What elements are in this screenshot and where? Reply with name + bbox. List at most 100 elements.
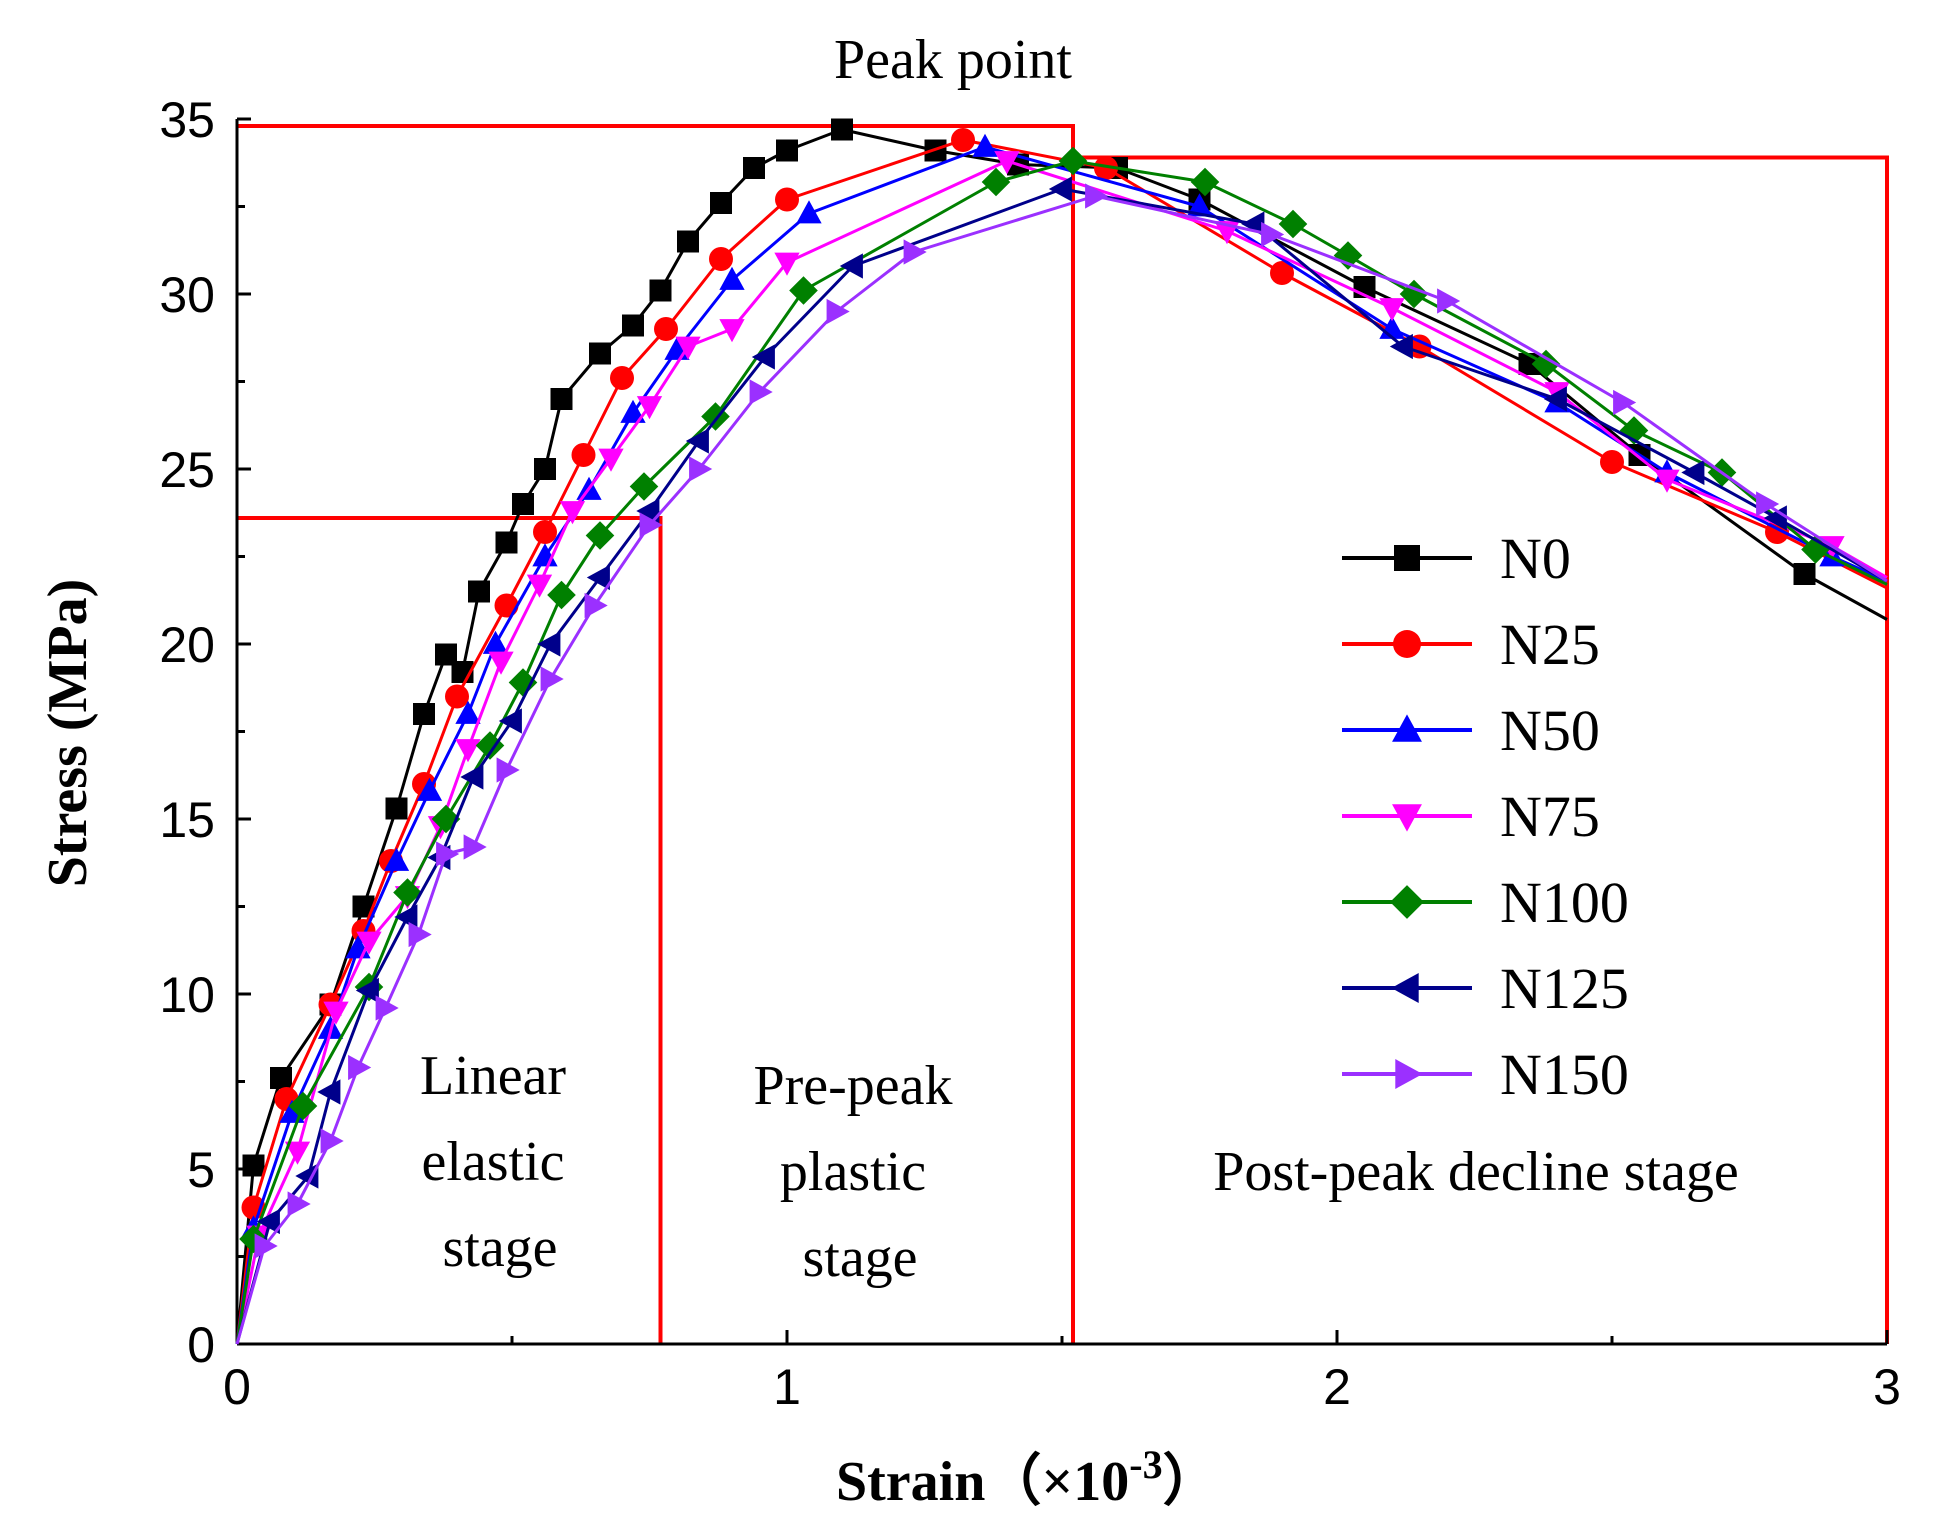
data-point <box>831 118 853 141</box>
data-point <box>610 366 634 390</box>
stage-box-1 <box>237 516 663 1344</box>
legend: N0 N25 N50 N75 N100 N125 N150 <box>1342 526 1629 1107</box>
data-point <box>468 580 490 603</box>
legend-label: N100 <box>1500 870 1629 935</box>
data-point <box>951 128 975 152</box>
prepeak-stage-label: Pre-peak plastic stage <box>753 1055 966 1289</box>
data-point <box>270 1067 292 1089</box>
data-point <box>689 456 713 482</box>
data-point <box>455 739 481 763</box>
data-point <box>355 977 379 1004</box>
data-point <box>1407 334 1432 359</box>
linear-stage-line-1: Linear <box>420 1045 566 1107</box>
prepeak-stage-line-2: plastic <box>780 1141 926 1203</box>
prepeak-stage-line-1: Pre-peak <box>753 1055 952 1117</box>
x-axis-title-exponent: -3 <box>1129 1442 1162 1487</box>
stage-boxes <box>237 124 1889 1344</box>
x-axis-title: Strain（×10-3） <box>836 1442 1219 1513</box>
data-point <box>408 921 432 948</box>
data-point <box>559 501 586 525</box>
data-point <box>460 764 484 790</box>
data-point <box>629 472 659 501</box>
data-point <box>1600 450 1624 474</box>
x-axis-title-main: Strain（×10 <box>836 1450 1129 1513</box>
data-point <box>512 493 534 515</box>
data-point <box>383 847 410 871</box>
legend-label: N50 <box>1500 698 1600 763</box>
data-point <box>482 630 509 654</box>
data-point <box>375 995 399 1021</box>
x-tick-label: 3 <box>1873 1359 1901 1415</box>
data-point <box>435 643 457 666</box>
data-point <box>394 904 418 930</box>
legend-marker <box>1392 714 1422 742</box>
data-point <box>598 448 624 472</box>
data-point <box>571 443 596 467</box>
data-point <box>701 402 730 431</box>
data-point <box>1094 156 1118 180</box>
data-point <box>1270 261 1294 285</box>
data-point <box>1333 241 1363 270</box>
data-point <box>254 1233 278 1259</box>
data-point <box>356 931 382 955</box>
data-point <box>436 841 460 867</box>
data-point <box>796 200 822 224</box>
data-point <box>903 239 927 265</box>
legend-label: N125 <box>1500 956 1629 1021</box>
data-point <box>533 520 557 544</box>
series-layer <box>235 118 1888 1345</box>
data-point <box>534 458 556 480</box>
y-tick-label: 20 <box>159 617 215 673</box>
legend-marker <box>1392 804 1422 832</box>
data-point <box>972 133 998 157</box>
linear-stage-label: Linear elastic stage <box>420 1045 580 1279</box>
y-tick-label: 10 <box>159 967 215 1023</box>
data-point <box>710 192 732 214</box>
linear-stage-line-3: stage <box>442 1217 557 1279</box>
data-point <box>719 319 745 343</box>
series-line-n125 <box>235 187 1888 1345</box>
data-point <box>413 703 435 725</box>
data-point <box>320 1128 344 1154</box>
y-tick-label: 0 <box>187 1317 215 1373</box>
x-tick-label: 1 <box>773 1359 801 1415</box>
data-point <box>498 708 522 734</box>
data-point <box>751 344 775 370</box>
data-point <box>636 498 660 524</box>
y-tick-label: 15 <box>159 792 215 848</box>
data-point <box>589 342 611 365</box>
legend-marker <box>1391 973 1419 1003</box>
data-point <box>636 396 663 420</box>
data-point <box>622 314 644 337</box>
legend-marker <box>1393 630 1421 658</box>
data-point <box>550 388 573 410</box>
series-n150 <box>235 183 1888 1345</box>
data-point <box>776 139 798 162</box>
data-point <box>348 1054 372 1081</box>
data-point <box>1613 389 1637 416</box>
y-tick-label: 25 <box>159 442 215 498</box>
data-point <box>1058 146 1088 176</box>
legend-item-n25: N25 <box>1342 612 1600 677</box>
data-point <box>677 230 699 253</box>
data-point <box>839 253 863 279</box>
data-point <box>1801 535 1830 564</box>
y-tick-label: 35 <box>159 92 215 148</box>
data-point <box>393 878 422 907</box>
data-point <box>584 592 608 619</box>
data-point <box>288 1091 318 1121</box>
data-point <box>1681 459 1705 486</box>
legend-item-n100: N100 <box>1342 870 1629 935</box>
legend-item-n75: N75 <box>1342 784 1600 849</box>
prepeak-stage-line-3: stage <box>802 1227 917 1289</box>
data-point <box>323 1001 349 1025</box>
data-point <box>526 574 553 598</box>
data-point <box>431 804 461 834</box>
data-point <box>1379 298 1405 322</box>
data-point <box>463 834 487 860</box>
data-point <box>496 757 520 783</box>
x-tick-label: 0 <box>223 1359 251 1415</box>
series-line-n25 <box>235 138 1888 1345</box>
data-point <box>749 379 773 405</box>
legend-label: N75 <box>1500 784 1600 849</box>
